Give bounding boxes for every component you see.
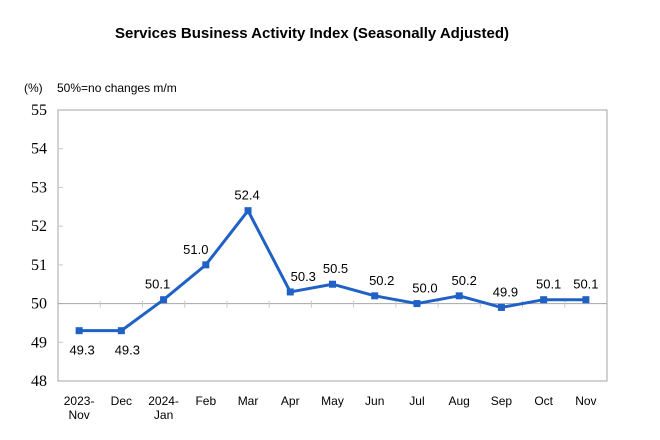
x-axis-label: Mar xyxy=(238,394,259,408)
data-point-marker xyxy=(160,296,168,304)
x-axis-label: Sep xyxy=(491,394,513,408)
y-axis-label: 50 xyxy=(31,296,47,313)
x-axis-label: Aug xyxy=(449,394,470,408)
x-axis-label: Apr xyxy=(281,394,300,408)
y-axis-label: 52 xyxy=(31,218,47,235)
y-axis-label: 54 xyxy=(31,141,47,158)
x-axis-label: Oct xyxy=(534,394,553,408)
y-axis-label: 48 xyxy=(31,373,47,390)
chart-title: Services Business Activity Index (Season… xyxy=(115,25,509,42)
data-point-label: 51.0 xyxy=(183,242,208,257)
data-point-label: 52.4 xyxy=(234,188,259,203)
x-axis-label: Jun xyxy=(365,394,384,408)
x-axis-label: Dec xyxy=(111,394,132,408)
x-axis-label: 2024- xyxy=(148,394,179,408)
y-axis-unit-label: (%) xyxy=(24,81,43,95)
data-point-label: 50.1 xyxy=(536,277,561,292)
data-point-marker xyxy=(455,292,463,300)
data-point-label: 49.3 xyxy=(69,343,94,358)
x-axis-label: Jul xyxy=(409,394,424,408)
data-point-marker xyxy=(202,261,210,269)
y-axis-label: 49 xyxy=(31,334,47,351)
y-axis-label: 55 xyxy=(31,102,47,119)
data-point-marker xyxy=(582,296,590,304)
data-point-marker xyxy=(497,303,505,311)
x-axis-label: Feb xyxy=(195,394,216,408)
data-point-marker xyxy=(244,207,252,215)
data-point-marker xyxy=(371,292,379,300)
data-point-marker xyxy=(75,327,83,335)
data-point-label: 50.5 xyxy=(323,261,348,276)
x-axis-label: 2023- xyxy=(64,394,95,408)
x-axis-label: Jan xyxy=(154,408,173,422)
data-point-marker xyxy=(413,300,421,308)
x-axis-label: Nov xyxy=(575,394,596,408)
data-point-label: 50.1 xyxy=(145,277,170,292)
data-point-label: 50.1 xyxy=(573,277,598,292)
data-point-label: 49.3 xyxy=(115,343,140,358)
plot-border xyxy=(57,109,608,382)
x-axis-label: May xyxy=(321,394,344,408)
data-point-label: 50.3 xyxy=(291,269,316,284)
data-point-marker xyxy=(117,327,125,335)
y-axis-label: 51 xyxy=(31,257,47,274)
data-point-marker xyxy=(329,280,336,288)
x-axis-label: Nov xyxy=(68,408,89,422)
data-point-label: 49.9 xyxy=(493,284,518,299)
data-point-marker xyxy=(286,288,294,296)
data-point-label: 50.2 xyxy=(369,273,394,288)
data-point-label: 50.0 xyxy=(412,281,437,296)
data-point-marker xyxy=(540,296,548,304)
axis-note-label: 50%=no changes m/m xyxy=(57,81,177,95)
y-axis-label: 53 xyxy=(31,179,47,196)
data-point-label: 50.2 xyxy=(452,273,477,288)
